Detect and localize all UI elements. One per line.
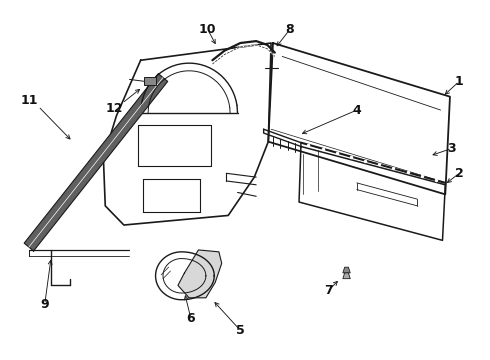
Text: 9: 9	[40, 298, 49, 311]
Text: 3: 3	[447, 142, 456, 155]
Text: 10: 10	[199, 23, 217, 36]
Polygon shape	[178, 250, 221, 298]
Text: 5: 5	[236, 324, 245, 337]
Polygon shape	[24, 73, 168, 251]
Polygon shape	[343, 267, 350, 273]
Text: 12: 12	[106, 102, 123, 114]
Text: 4: 4	[352, 104, 361, 117]
Polygon shape	[145, 77, 155, 85]
Text: 11: 11	[20, 94, 38, 107]
Text: 8: 8	[285, 23, 294, 36]
Text: 1: 1	[455, 75, 464, 88]
Text: 2: 2	[455, 167, 464, 180]
Text: 6: 6	[187, 312, 196, 325]
Text: 7: 7	[324, 284, 333, 297]
Polygon shape	[343, 273, 350, 279]
